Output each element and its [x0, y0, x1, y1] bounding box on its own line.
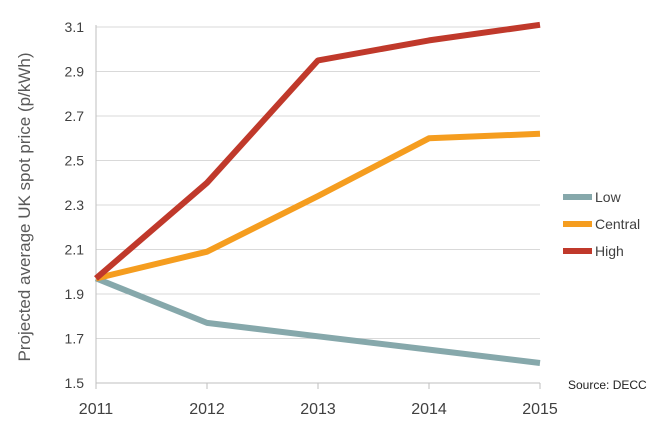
- gridlines: [96, 26, 540, 339]
- y-tick-labels: 1.5 1.7 1.9 2.1 2.3 2.5 2.7 2.9 3.1: [65, 19, 85, 391]
- series-lines: [94, 21, 541, 366]
- axes: [95, 25, 541, 389]
- legend: Low Central High: [563, 189, 640, 259]
- x-tick-label: 2015: [522, 401, 558, 418]
- y-tick-label: 2.1: [65, 242, 85, 258]
- legend-label-high: High: [595, 243, 624, 259]
- y-tick-label: 2.7: [65, 108, 85, 124]
- x-tick-label: 2012: [189, 401, 225, 418]
- y-tick-label: 1.9: [65, 286, 85, 302]
- x-tick-label: 2013: [300, 401, 336, 418]
- x-tick-labels: 2011 2012 2013 2014 2015: [79, 401, 558, 418]
- x-tick-label: 2014: [411, 401, 447, 418]
- legend-label-low: Low: [595, 189, 622, 205]
- series-line-high: [94, 21, 541, 281]
- series-line-low: [94, 275, 541, 366]
- legend-label-central: Central: [595, 216, 640, 232]
- source-note: Source: DECC: [568, 378, 647, 392]
- y-axis-label: Projected average UK spot price (p/kWh): [15, 53, 34, 362]
- series-line-central: [95, 130, 541, 282]
- y-tick-label: 2.3: [65, 197, 85, 213]
- y-tick-label: 3.1: [65, 19, 85, 35]
- y-tick-label: 2.9: [65, 64, 85, 80]
- y-tick-label: 1.7: [65, 331, 85, 347]
- y-tick-label: 2.5: [65, 153, 85, 169]
- x-tick-label: 2011: [79, 401, 114, 418]
- y-tick-label: 1.5: [65, 375, 85, 391]
